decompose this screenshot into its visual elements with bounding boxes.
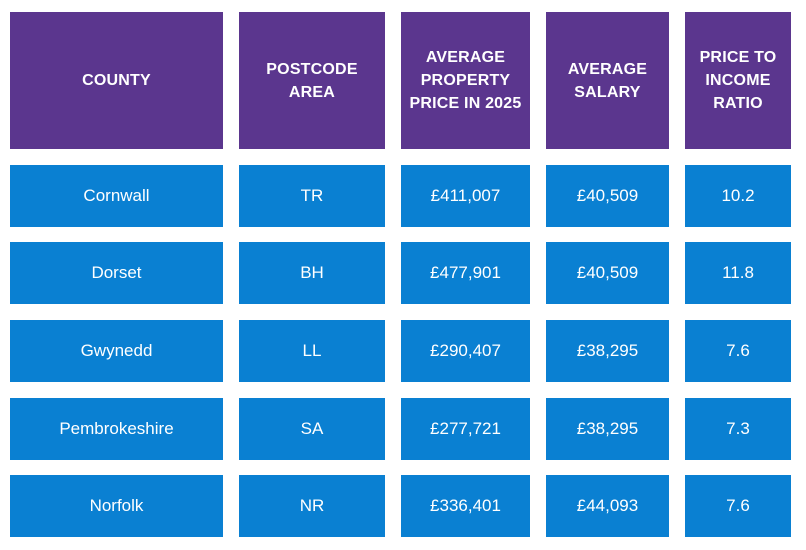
cell-county: Cornwall (10, 165, 223, 227)
cell-average-salary: £40,509 (546, 165, 669, 227)
cell-price-to-income-ratio: 11.8 (685, 242, 791, 304)
cell-average-salary: £44,093 (546, 475, 669, 537)
cell-county: Pembrokeshire (10, 398, 223, 460)
cell-price-to-income-ratio: 7.6 (685, 475, 791, 537)
cell-average-salary: £38,295 (546, 398, 669, 460)
header-average-property-price: AVERAGE PROPERTY PRICE IN 2025 (401, 12, 530, 149)
cell-average-salary: £40,509 (546, 242, 669, 304)
cell-postcode-area: TR (239, 165, 385, 227)
cell-price-to-income-ratio: 10.2 (685, 165, 791, 227)
cell-county: Gwynedd (10, 320, 223, 382)
cell-postcode-area: LL (239, 320, 385, 382)
cell-county: Dorset (10, 242, 223, 304)
cell-postcode-area: BH (239, 242, 385, 304)
cell-postcode-area: NR (239, 475, 385, 537)
cell-county: Norfolk (10, 475, 223, 537)
cell-average-property-price: £477,901 (401, 242, 530, 304)
header-postcode-area: POSTCODE AREA (239, 12, 385, 149)
cell-postcode-area: SA (239, 398, 385, 460)
header-price-to-income-ratio: PRICE TO INCOME RATIO (685, 12, 791, 149)
cell-average-property-price: £290,407 (401, 320, 530, 382)
cell-price-to-income-ratio: 7.6 (685, 320, 791, 382)
cell-average-salary: £38,295 (546, 320, 669, 382)
cell-price-to-income-ratio: 7.3 (685, 398, 791, 460)
cell-average-property-price: £411,007 (401, 165, 530, 227)
cell-average-property-price: £277,721 (401, 398, 530, 460)
cell-average-property-price: £336,401 (401, 475, 530, 537)
header-county: COUNTY (10, 12, 223, 149)
header-average-salary: AVERAGE SALARY (546, 12, 669, 149)
